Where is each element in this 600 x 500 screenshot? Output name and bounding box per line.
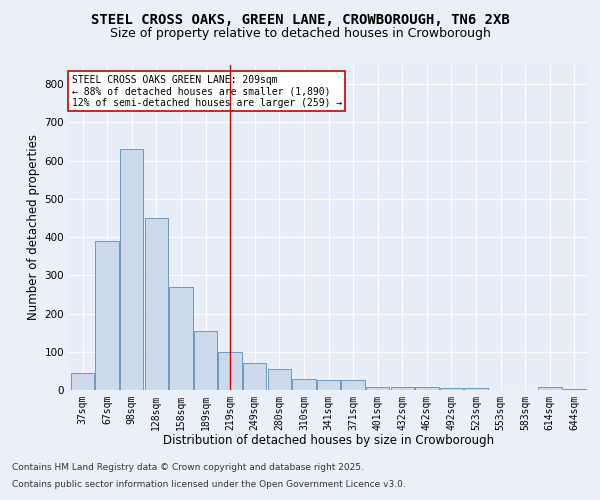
Bar: [538, 387, 562, 390]
Bar: [366, 387, 389, 390]
Bar: [464, 388, 488, 390]
Text: Size of property relative to detached houses in Crowborough: Size of property relative to detached ho…: [110, 28, 490, 40]
Bar: [145, 218, 168, 390]
Bar: [194, 330, 217, 390]
Text: Contains public sector information licensed under the Open Government Licence v3: Contains public sector information licen…: [12, 480, 406, 489]
Bar: [120, 149, 143, 390]
Bar: [440, 388, 463, 390]
Bar: [218, 352, 242, 390]
Bar: [391, 387, 414, 390]
Bar: [268, 369, 291, 390]
Y-axis label: Number of detached properties: Number of detached properties: [28, 134, 40, 320]
Bar: [95, 241, 119, 390]
Bar: [169, 287, 193, 390]
Text: Contains HM Land Registry data © Crown copyright and database right 2025.: Contains HM Land Registry data © Crown c…: [12, 464, 364, 472]
Bar: [563, 389, 586, 390]
Bar: [341, 380, 365, 390]
Bar: [71, 373, 94, 390]
Bar: [292, 380, 316, 390]
X-axis label: Distribution of detached houses by size in Crowborough: Distribution of detached houses by size …: [163, 434, 494, 448]
Bar: [317, 380, 340, 390]
Bar: [415, 387, 439, 390]
Bar: [243, 363, 266, 390]
Text: STEEL CROSS OAKS, GREEN LANE, CROWBOROUGH, TN6 2XB: STEEL CROSS OAKS, GREEN LANE, CROWBOROUG…: [91, 12, 509, 26]
Text: STEEL CROSS OAKS GREEN LANE: 209sqm
← 88% of detached houses are smaller (1,890): STEEL CROSS OAKS GREEN LANE: 209sqm ← 88…: [71, 74, 342, 108]
